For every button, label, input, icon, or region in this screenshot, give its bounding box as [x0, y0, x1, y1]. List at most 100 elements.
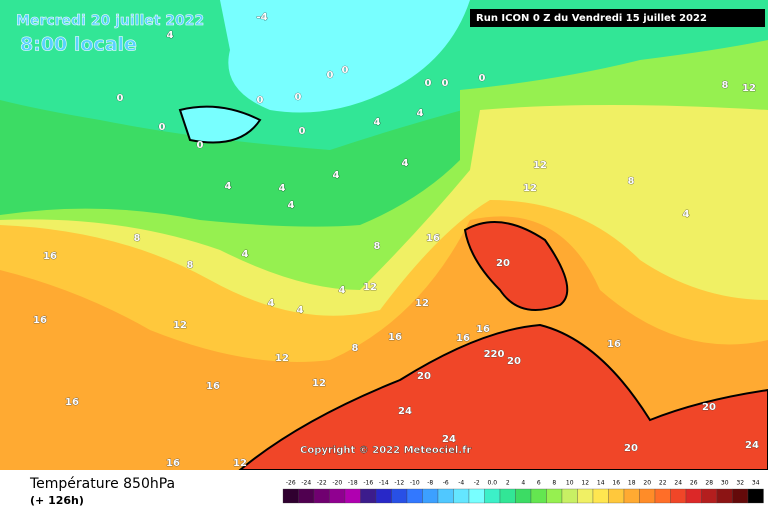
map-label: -4 [256, 12, 267, 23]
scale-label: 28 [705, 480, 713, 487]
scale-swatch [515, 488, 532, 504]
map-label: 8 [187, 260, 194, 271]
scale-swatch [282, 488, 299, 504]
scale-swatch [561, 488, 578, 504]
map-label: 24 [745, 440, 759, 451]
map-label: 16 [206, 381, 220, 392]
map-label: 4 [297, 305, 304, 316]
map-label: 12 [523, 183, 537, 194]
scale-label: 4 [521, 480, 525, 487]
map-label: 16 [43, 251, 57, 262]
map-label: 20 [702, 402, 716, 413]
scale-swatch [685, 488, 702, 504]
run-box [470, 9, 765, 27]
map-label: 16 [33, 315, 47, 326]
scale-label: -26 [286, 480, 296, 487]
scale-swatch [670, 488, 687, 504]
scale-swatch [623, 488, 640, 504]
scale-label: -18 [348, 480, 358, 487]
map-label: 16 [607, 339, 621, 350]
scale-label: -2 [474, 480, 480, 487]
map-label: 16 [426, 233, 440, 244]
scale-swatch [468, 488, 485, 504]
scale-label: -24 [301, 480, 311, 487]
color-scale: -26 -24 -22 -20 -18 -16 -14 -12 -10 -8 -6 -4 -2 0.0 2 4… [282, 480, 764, 504]
map-label: 0 [295, 92, 302, 103]
copyright: Copyright © 2022 Meteociel.fr [300, 445, 471, 456]
map-label: 16 [388, 332, 402, 343]
scale-label: -20 [332, 480, 342, 487]
footer-lead: (+ 126h) [30, 494, 84, 507]
map-label: 4 [417, 108, 424, 119]
map-label: 0 [257, 95, 264, 106]
cold-pocket [178, 105, 262, 144]
scale-swatch [406, 488, 423, 504]
map-label: 20 [624, 443, 638, 454]
scale-swatch [453, 488, 470, 504]
map-label: 8 [352, 343, 359, 354]
footer-title: Température 850hPa [29, 476, 175, 492]
scale-swatch [716, 488, 733, 504]
scale-swatch [654, 488, 671, 504]
scale-swatch [360, 488, 377, 504]
run-info: Run ICON 0 Z du Vendredi 15 juillet 2022 [476, 13, 707, 24]
scale-swatch [344, 488, 361, 504]
scale-label: 14 [597, 480, 605, 487]
map-label: 0 [327, 70, 334, 81]
map-label: 16 [456, 333, 470, 344]
scale-swatch [499, 488, 516, 504]
scale-label: -14 [379, 480, 389, 487]
scale-label: -8 [427, 480, 433, 487]
map-label: 0 [299, 126, 306, 137]
scale-swatch [391, 488, 408, 504]
date: Mercredi 20 juillet 2022 [16, 13, 204, 29]
scale-swatch [577, 488, 594, 504]
scale-swatch [437, 488, 454, 504]
map-label: 8 [628, 176, 635, 187]
scale-label: 20 [643, 480, 651, 487]
map-label: 4 [288, 200, 295, 211]
map-label: 24 [442, 434, 456, 445]
scale-label: -16 [363, 480, 373, 487]
scale-label: -6 [443, 480, 449, 487]
map-label: 4 [242, 249, 249, 260]
map-label: 4 [225, 181, 232, 192]
heat-south [237, 323, 768, 471]
scale-swatch [546, 488, 563, 504]
map-label: 4 [339, 285, 346, 296]
scale-swatch [639, 488, 656, 504]
scale-label: 22 [659, 480, 667, 487]
scale-swatch [732, 488, 749, 504]
map-label: 20 [417, 371, 431, 382]
map-label: 0 [159, 122, 166, 133]
map-label: 220 [484, 349, 505, 360]
map-label: 12 [363, 282, 377, 293]
map-label: 0 [479, 73, 486, 84]
map-label: 4 [683, 209, 690, 220]
map-label: 8 [134, 233, 141, 244]
scale-swatch [298, 488, 315, 504]
map-label: 12 [312, 378, 326, 389]
scale-label: 34 [752, 480, 760, 487]
scale-swatch [747, 488, 764, 504]
scale-label: 24 [674, 480, 682, 487]
scale-label: 0.0 [487, 480, 497, 487]
map-label: 12 [275, 353, 289, 364]
map-label: 0 [342, 65, 349, 76]
map-label: 12 [533, 160, 547, 171]
map-label: 8 [374, 241, 381, 252]
time: 8:00 locale [20, 34, 137, 56]
map-label: 20 [507, 356, 521, 367]
map-label: 4 [333, 170, 340, 181]
scale-swatch [484, 488, 501, 504]
heat-core [463, 221, 569, 311]
scale-label: 18 [628, 480, 636, 487]
cold-region [220, 0, 470, 113]
scale-swatch [313, 488, 330, 504]
map-label: 4 [279, 183, 286, 194]
map-label: 4 [268, 298, 275, 309]
scale-swatch [701, 488, 718, 504]
